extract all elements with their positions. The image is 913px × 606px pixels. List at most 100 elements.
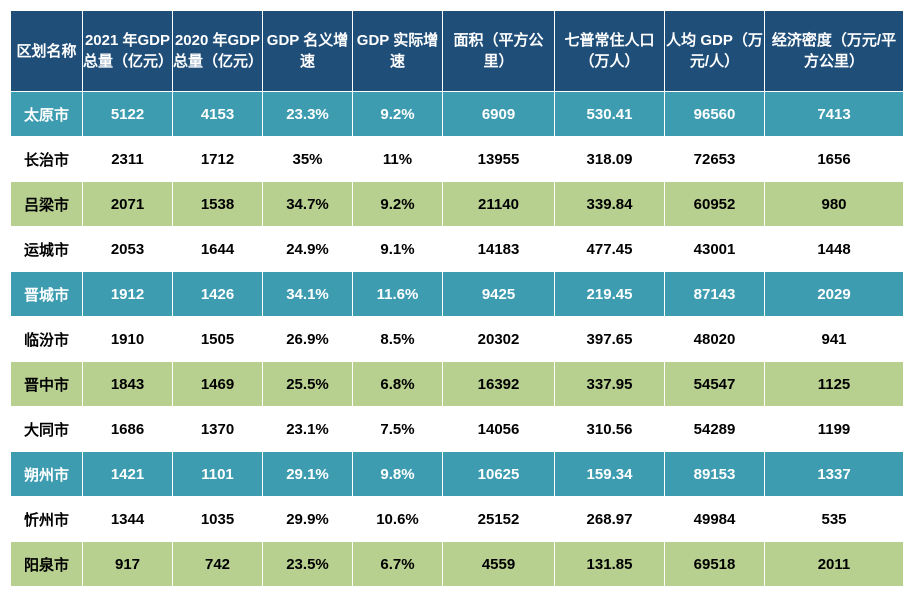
table-cell: 54547: [665, 362, 765, 407]
table-cell: 29.9%: [263, 497, 353, 542]
table-row: 朔州市1421110129.1%9.8%10625159.34891531337: [11, 452, 904, 497]
col-header: GDP 名义增速: [263, 11, 353, 92]
table-cell: 太原市: [11, 92, 83, 137]
table-cell: 10.6%: [353, 497, 443, 542]
table-cell: 941: [765, 317, 904, 362]
table-cell: 朔州市: [11, 452, 83, 497]
col-header: 经济密度（万元/平方公里）: [765, 11, 904, 92]
table-cell: 268.97: [555, 497, 665, 542]
table-cell: 1912: [83, 272, 173, 317]
table-cell: 96560: [665, 92, 765, 137]
table-cell: 9425: [443, 272, 555, 317]
col-header: 2021 年GDP 总量（亿元）: [83, 11, 173, 92]
table-row: 长治市2311171235%11%13955318.09726531656: [11, 137, 904, 182]
table-row: 运城市2053164424.9%9.1%14183477.45430011448: [11, 227, 904, 272]
table-cell: 23.3%: [263, 92, 353, 137]
table-cell: 131.85: [555, 542, 665, 587]
table-cell: 20302: [443, 317, 555, 362]
table-cell: 1125: [765, 362, 904, 407]
table-cell: 397.65: [555, 317, 665, 362]
table-cell: 917: [83, 542, 173, 587]
table-cell: 26.9%: [263, 317, 353, 362]
table-cell: 49984: [665, 497, 765, 542]
table-cell: 25.5%: [263, 362, 353, 407]
col-header: 区划名称: [11, 11, 83, 92]
table-cell: 24.9%: [263, 227, 353, 272]
col-header: GDP 实际增速: [353, 11, 443, 92]
table-cell: 339.84: [555, 182, 665, 227]
table-cell: 60952: [665, 182, 765, 227]
table-cell: 2071: [83, 182, 173, 227]
table-cell: 35%: [263, 137, 353, 182]
table-cell: 318.09: [555, 137, 665, 182]
table-cell: 69518: [665, 542, 765, 587]
table-cell: 43001: [665, 227, 765, 272]
table-cell: 长治市: [11, 137, 83, 182]
table-cell: 742: [173, 542, 263, 587]
table-cell: 1843: [83, 362, 173, 407]
table-cell: 337.95: [555, 362, 665, 407]
table-cell: 1101: [173, 452, 263, 497]
table-body: 太原市5122415323.3%9.2%6909530.41965607413长…: [11, 92, 904, 587]
table-cell: 34.1%: [263, 272, 353, 317]
table-cell: 23.5%: [263, 542, 353, 587]
col-header: 七普常住人口（万人）: [555, 11, 665, 92]
gdp-table: 区划名称 2021 年GDP 总量（亿元） 2020 年GDP 总量（亿元） G…: [10, 10, 904, 587]
table-cell: 2011: [765, 542, 904, 587]
table-cell: 4559: [443, 542, 555, 587]
table-cell: 运城市: [11, 227, 83, 272]
table-cell: 1686: [83, 407, 173, 452]
table-cell: 1644: [173, 227, 263, 272]
table-row: 阳泉市91774223.5%6.7%4559131.85695182011: [11, 542, 904, 587]
table-row: 大同市1686137023.1%7.5%14056310.56542891199: [11, 407, 904, 452]
table-cell: 10625: [443, 452, 555, 497]
table-cell: 11.6%: [353, 272, 443, 317]
table-cell: 48020: [665, 317, 765, 362]
table-row: 晋中市1843146925.5%6.8%16392337.95545471125: [11, 362, 904, 407]
table-cell: 1421: [83, 452, 173, 497]
table-cell: 6.8%: [353, 362, 443, 407]
table-cell: 忻州市: [11, 497, 83, 542]
table-cell: 9.1%: [353, 227, 443, 272]
table-cell: 310.56: [555, 407, 665, 452]
table-cell: 5122: [83, 92, 173, 137]
table-row: 临汾市1910150526.9%8.5%20302397.6548020941: [11, 317, 904, 362]
table-cell: 7.5%: [353, 407, 443, 452]
table-row: 太原市5122415323.3%9.2%6909530.41965607413: [11, 92, 904, 137]
table-row: 忻州市1344103529.9%10.6%25152268.9749984535: [11, 497, 904, 542]
table-cell: 14056: [443, 407, 555, 452]
table-cell: 1426: [173, 272, 263, 317]
table-cell: 1035: [173, 497, 263, 542]
table-cell: 9.8%: [353, 452, 443, 497]
table-cell: 1538: [173, 182, 263, 227]
table-cell: 219.45: [555, 272, 665, 317]
table-cell: 临汾市: [11, 317, 83, 362]
col-header: 2020 年GDP 总量（亿元）: [173, 11, 263, 92]
table-cell: 9.2%: [353, 92, 443, 137]
table-cell: 2311: [83, 137, 173, 182]
table-cell: 阳泉市: [11, 542, 83, 587]
table-header: 区划名称 2021 年GDP 总量（亿元） 2020 年GDP 总量（亿元） G…: [11, 11, 904, 92]
table-cell: 1910: [83, 317, 173, 362]
table-cell: 14183: [443, 227, 555, 272]
table-cell: 54289: [665, 407, 765, 452]
table-cell: 6909: [443, 92, 555, 137]
table-row: 吕梁市2071153834.7%9.2%21140339.8460952980: [11, 182, 904, 227]
table-cell: 晋城市: [11, 272, 83, 317]
table-cell: 1370: [173, 407, 263, 452]
table-cell: 9.2%: [353, 182, 443, 227]
table-cell: 530.41: [555, 92, 665, 137]
table-cell: 21140: [443, 182, 555, 227]
table-cell: 25152: [443, 497, 555, 542]
table-cell: 535: [765, 497, 904, 542]
table-cell: 1712: [173, 137, 263, 182]
table-cell: 吕梁市: [11, 182, 83, 227]
table-cell: 34.7%: [263, 182, 353, 227]
col-header: 面积（平方公里）: [443, 11, 555, 92]
table-cell: 1505: [173, 317, 263, 362]
table-cell: 159.34: [555, 452, 665, 497]
table-cell: 87143: [665, 272, 765, 317]
table-cell: 980: [765, 182, 904, 227]
table-cell: 2053: [83, 227, 173, 272]
table-cell: 4153: [173, 92, 263, 137]
